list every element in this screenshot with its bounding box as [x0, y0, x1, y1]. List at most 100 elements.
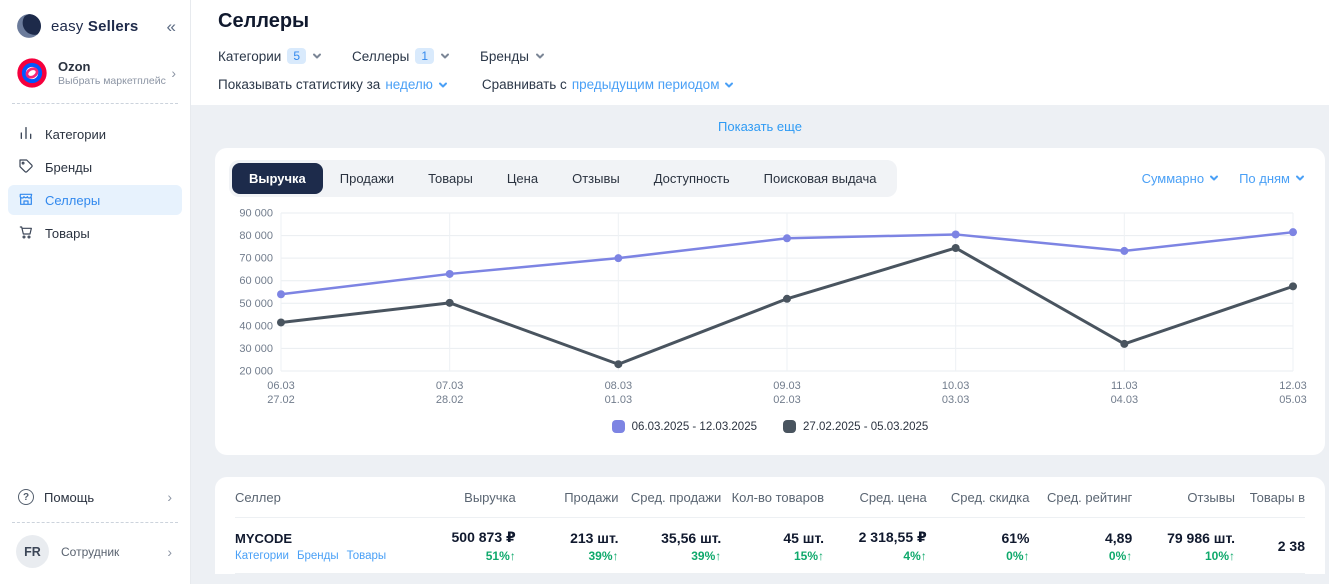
sidebar-item-label: Бренды	[45, 160, 92, 175]
view-mode-dropdown-2[interactable]: По дням	[1239, 171, 1305, 186]
svg-text:01.03: 01.03	[605, 394, 633, 406]
svg-text:60 000: 60 000	[239, 275, 273, 287]
marketplace-selector[interactable]: Ozon Выбрать маркетплейс ›	[0, 49, 190, 103]
show-more-link[interactable]: Показать еще	[718, 119, 802, 134]
sellers-icon	[18, 191, 34, 210]
brand-name: easy Sellers	[51, 18, 138, 35]
brand-row: easy Sellers «	[0, 0, 190, 49]
sellers-table-card: Селлер Выручка Продажи Сред. продажи Кол-во …	[215, 477, 1325, 574]
brands-icon	[18, 158, 34, 177]
metric-value: 79 986 шт.	[1140, 530, 1235, 546]
chevron-right-icon: ›	[171, 65, 176, 81]
sidebar-nav: Категории Бренды Селлеры Товары	[0, 104, 190, 251]
column-header[interactable]: Продажи	[524, 490, 619, 505]
svg-text:04.03: 04.03	[1111, 394, 1139, 406]
svg-text:27.02: 27.02	[267, 394, 295, 406]
svg-text:07.03: 07.03	[436, 380, 464, 392]
metric-value: 61%	[935, 530, 1030, 546]
tab-7[interactable]: Поисковая выдача	[747, 163, 894, 194]
sidebar-item-brands[interactable]: Бренды	[8, 152, 182, 182]
categories-icon	[18, 125, 34, 144]
metric-change: 0%↑	[1038, 549, 1133, 563]
stats-settings-row: Показывать статистику за неделю Сравнива…	[218, 77, 1329, 92]
tab-6[interactable]: Доступность	[637, 163, 747, 194]
svg-text:28.02: 28.02	[436, 394, 464, 406]
tab-4[interactable]: Цена	[490, 163, 555, 194]
legend-label: 27.02.2025 - 05.03.2025	[803, 421, 928, 433]
sidebar-item-label: Товары	[45, 226, 90, 241]
svg-text:40 000: 40 000	[239, 320, 273, 332]
sidebar-item-categories[interactable]: Категории	[8, 119, 182, 149]
filter-count-badge: 1	[415, 48, 434, 64]
column-header[interactable]: Отзывы	[1140, 490, 1235, 505]
column-header[interactable]: Сред. цена	[832, 490, 927, 505]
svg-text:50 000: 50 000	[239, 298, 273, 310]
seller-link[interactable]: Категории	[235, 550, 289, 562]
svg-text:10.03: 10.03	[942, 380, 970, 392]
compare-prefix: Сравнивать с	[482, 77, 567, 92]
chevron-down-icon	[1295, 171, 1305, 186]
column-header[interactable]: Выручка	[421, 490, 516, 505]
seller-links: Категории Бренды Товары	[235, 550, 413, 562]
content-scroll-area: Показать еще ВыручкаПродажиТоварыЦенаОтз…	[191, 105, 1329, 584]
metric-value: 213 шт.	[524, 530, 619, 546]
filter-chip-label: Бренды	[480, 49, 529, 64]
svg-text:30 000: 30 000	[239, 343, 273, 355]
metric-value: 4,89	[1038, 530, 1133, 546]
chevron-down-icon	[535, 49, 545, 64]
tab-2[interactable]: Продажи	[323, 163, 411, 194]
column-header[interactable]: Сред. рейтинг	[1038, 490, 1133, 505]
legend-label: 06.03.2025 - 12.03.2025	[632, 421, 757, 433]
tab-5[interactable]: Отзывы	[555, 163, 637, 194]
marketplace-labels: Ozon Выбрать маркетплейс	[58, 59, 166, 87]
sidebar-item-sellers[interactable]: Селлеры	[8, 185, 182, 215]
compare-selector[interactable]: Сравнивать с предыдущим периодом	[482, 77, 735, 92]
view-mode-dropdown-1[interactable]: Суммарно	[1142, 171, 1220, 186]
collapse-sidebar-icon[interactable]: «	[167, 18, 176, 35]
sidebar: easy Sellers « Ozon Выбрать маркетплейс …	[0, 0, 191, 584]
table-row: MYCODEКатегорииБрендыТовары500 873 ₽51%↑…	[235, 518, 1305, 574]
metric-value: 35,56 шт.	[627, 530, 722, 546]
user-role: Сотрудник	[61, 545, 119, 559]
column-header[interactable]: Сред. скидка	[935, 490, 1030, 505]
seller-link[interactable]: Бренды	[297, 550, 339, 562]
period-selector[interactable]: Показывать статистику за неделю	[218, 77, 448, 92]
avatar: FR	[16, 535, 49, 568]
metric-cell: 2 318,55 ₽4%↑	[832, 529, 927, 563]
filter-chip-brands[interactable]: Бренды	[480, 49, 545, 64]
marketplace-subtitle: Выбрать маркетплейс	[58, 75, 166, 87]
column-header[interactable]: Товары в	[1243, 490, 1305, 505]
help-icon: ?	[18, 489, 34, 505]
metric-change: 39%↑	[524, 549, 619, 563]
seller-name[interactable]: MYCODE	[235, 531, 413, 546]
svg-text:02.03: 02.03	[773, 394, 801, 406]
chevron-right-icon: ›	[167, 544, 172, 560]
svg-text:90 000: 90 000	[239, 208, 273, 220]
tab-3[interactable]: Товары	[411, 163, 490, 194]
filter-chip-categories[interactable]: Категории5	[218, 48, 322, 64]
legend-item[interactable]: 27.02.2025 - 05.03.2025	[783, 420, 928, 433]
svg-text:20 000: 20 000	[239, 366, 273, 378]
filter-chip-label: Селлеры	[352, 49, 409, 64]
legend-item[interactable]: 06.03.2025 - 12.03.2025	[612, 420, 757, 433]
metric-tabs: ВыручкаПродажиТоварыЦенаОтзывыДоступност…	[229, 160, 897, 197]
column-header[interactable]: Сред. продажи	[627, 490, 722, 505]
legend-swatch	[612, 420, 625, 433]
period-value[interactable]: неделю	[385, 77, 433, 92]
metric-value: 45 шт.	[729, 530, 824, 546]
tab-1[interactable]: Выручка	[232, 163, 323, 194]
table-header-row: Селлер Выручка Продажи Сред. продажи Кол-во …	[235, 477, 1305, 518]
seller-link[interactable]: Товары	[347, 550, 387, 562]
user-profile[interactable]: FR Сотрудник ›	[0, 523, 190, 584]
sidebar-item-help[interactable]: ? Помощь ›	[8, 482, 182, 512]
column-header[interactable]: Селлер	[235, 490, 413, 505]
view-mode-label: Суммарно	[1142, 171, 1205, 186]
metric-value: 2 318,55 ₽	[832, 529, 927, 546]
sidebar-item-products[interactable]: Товары	[8, 218, 182, 248]
filter-chip-sellers[interactable]: Селлеры 1	[352, 48, 450, 64]
page-header: Селлеры Категории5 Селлеры 1 Бренды Показыв…	[191, 0, 1329, 105]
compare-value[interactable]: предыдущим периодом	[572, 77, 720, 92]
chevron-right-icon: ›	[167, 489, 172, 505]
column-header[interactable]: Кол-во товаров	[729, 490, 824, 505]
metric-cell: 213 шт. 39%↑	[524, 530, 619, 563]
